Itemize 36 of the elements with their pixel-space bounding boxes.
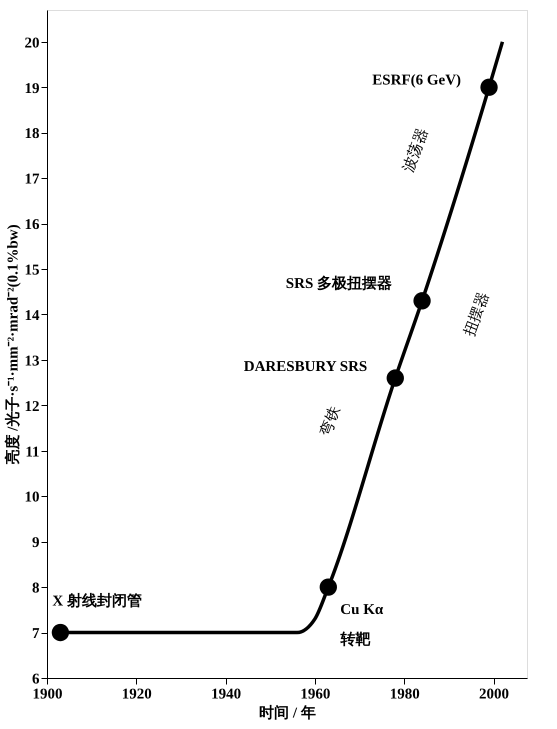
annotation: ESRF(6 GeV) [372, 72, 462, 88]
y-tick-label: 17 [24, 172, 40, 188]
point [480, 78, 498, 96]
annotation: X 射线封闭管 [52, 592, 142, 610]
annotation: Cu Kα 转靶 [339, 602, 384, 648]
annotation: 弯铁 [317, 404, 344, 438]
x-tick-label: 1980 [390, 686, 420, 702]
annotation: DARESBURY SRS [244, 359, 368, 376]
annotation: 波荡器 [400, 126, 432, 174]
y-tick-label: 7 [32, 626, 40, 642]
y-tick-label: 19 [24, 80, 40, 97]
y-tick-label: 18 [24, 126, 40, 142]
point [52, 624, 70, 642]
point [413, 292, 431, 310]
x-tick-label: 1920 [122, 686, 152, 702]
y-tick-label: 11 [25, 444, 40, 460]
y-tick-label: 14 [24, 308, 40, 324]
x-axis-title: 时间 / 年 [259, 704, 316, 722]
y-tick-label: 20 [24, 35, 40, 52]
x-tick-label: 1940 [211, 686, 242, 702]
x-tick-label: 2000 [479, 686, 510, 702]
point [386, 369, 404, 387]
annotation: 扭摆器 [460, 290, 492, 338]
y-tick-label: 6 [32, 672, 40, 688]
y-tick-label: 13 [24, 353, 40, 370]
point [320, 578, 337, 596]
y-tick-label: 10 [24, 490, 40, 506]
y-tick-label: 15 [24, 262, 40, 279]
annotation: SRS 多极扭摆器 [286, 274, 392, 292]
y-tick-label: 16 [24, 217, 40, 234]
y-tick-label: 8 [32, 580, 40, 597]
y-axis-title: 亮度 /光子·s⁻¹·mm⁻²·mrad⁻²(0.1%bw) [4, 224, 22, 466]
x-tick-label: 1960 [300, 686, 330, 702]
x-tick-label: 1900 [32, 686, 62, 702]
y-tick-label: 12 [24, 398, 40, 415]
y-tick-label: 9 [32, 535, 40, 552]
